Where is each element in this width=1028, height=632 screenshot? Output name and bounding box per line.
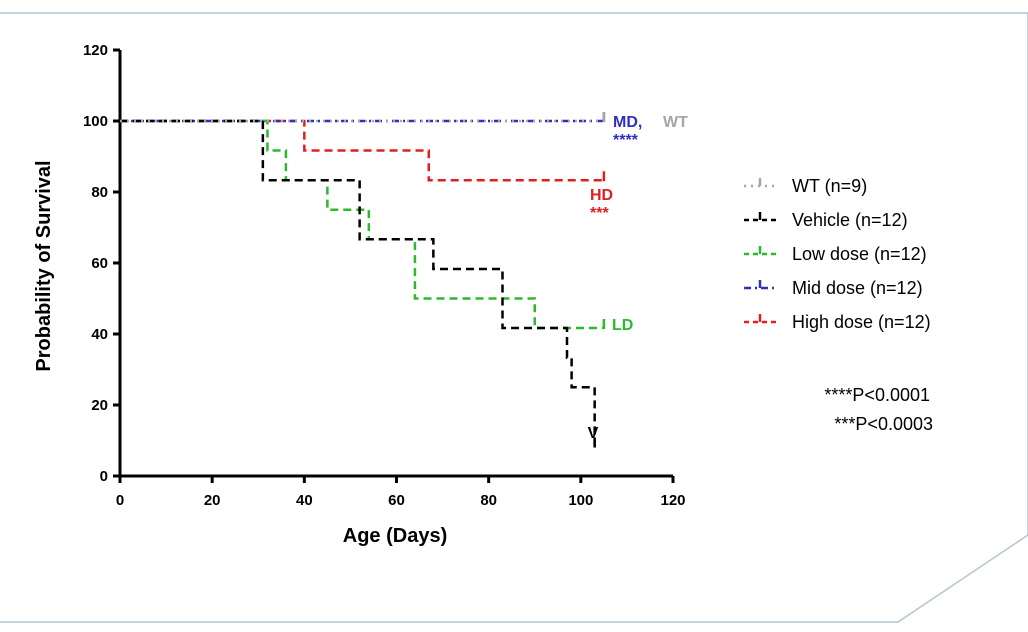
x-axis-title: Age (Days) xyxy=(343,525,447,547)
series-line-4 xyxy=(120,119,604,182)
significance-note-2: ***P<0.0003 xyxy=(834,414,933,434)
y-tick-label: 100 xyxy=(83,113,108,130)
x-tick-label: 0 xyxy=(116,492,124,509)
y-tick-label: 0 xyxy=(100,468,108,485)
legend-label-1: Vehicle (n=12) xyxy=(792,210,908,230)
end-label-4: HD xyxy=(590,187,613,204)
y-tick-label: 20 xyxy=(91,397,108,414)
x-tick-label: 80 xyxy=(480,492,497,509)
y-tick-label: 60 xyxy=(91,255,108,272)
legend-label-4: High dose (n=12) xyxy=(792,312,931,332)
end-label-3: MD, xyxy=(613,114,642,131)
axis-ticks: 0 20 40 60 80 100 120 0 20 40 60 80 100 120 xyxy=(83,42,686,509)
frame-bottom-border xyxy=(0,13,1028,623)
series-line-1 xyxy=(120,119,596,447)
chart-axes xyxy=(118,50,673,478)
survival-curves xyxy=(120,112,606,448)
significance-stars-3: **** xyxy=(613,132,639,149)
legend-label-0: WT (n=9) xyxy=(792,176,867,196)
y-tick-label: 120 xyxy=(83,42,108,59)
x-tick-label: 120 xyxy=(660,492,685,509)
curve-end-labels: WT V LD MD,**** HD*** xyxy=(588,114,688,442)
significance-note-1: ****P<0.0001 xyxy=(824,385,930,405)
legend-label-3: Mid dose (n=12) xyxy=(792,278,923,298)
y-tick-label: 40 xyxy=(91,326,108,343)
significance-stars-4: *** xyxy=(590,205,609,222)
x-tick-label: 60 xyxy=(388,492,405,509)
x-tick-label: 20 xyxy=(204,492,221,509)
y-tick-label: 80 xyxy=(91,184,108,201)
series-line-2 xyxy=(120,119,604,330)
x-tick-label: 100 xyxy=(568,492,593,509)
x-tick-label: 40 xyxy=(296,492,313,509)
y-axis-title: Probability of Survival xyxy=(33,160,55,371)
legend-label-2: Low dose (n=12) xyxy=(792,244,927,264)
end-label-0: WT xyxy=(663,114,688,131)
end-label-2: LD xyxy=(612,317,633,334)
end-label-1: V xyxy=(588,425,599,442)
legend: WT (n=9) Vehicle (n=12) Low dose (n=12) Mid… xyxy=(744,176,931,332)
